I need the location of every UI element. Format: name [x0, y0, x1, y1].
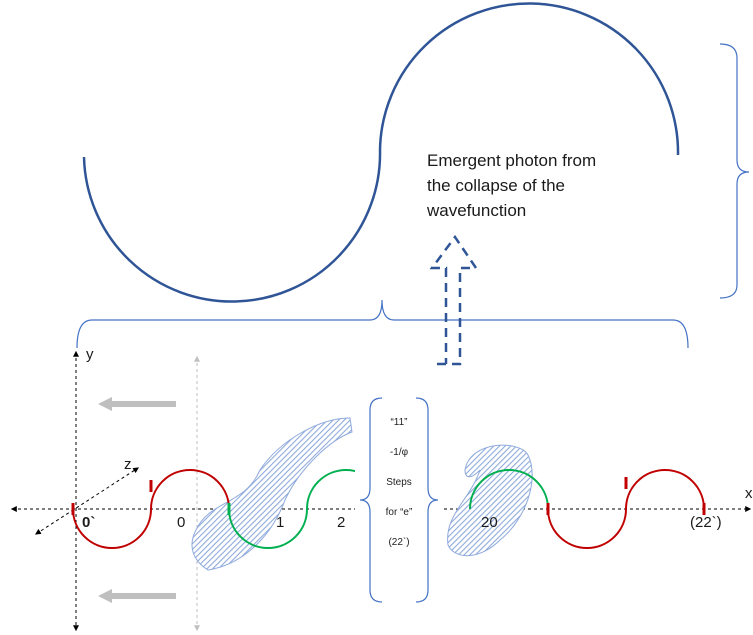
- x-axis-label: x: [745, 485, 753, 502]
- tick-zero: 0: [177, 514, 186, 531]
- wave-segment-7: [625, 469, 705, 510]
- hatched-twist-left: [191, 417, 353, 571]
- caption-line-2: the collapse of the: [427, 176, 565, 195]
- wave-segment-3: [228, 508, 308, 549]
- tick-twenty: 20: [481, 514, 498, 531]
- tick-one: 1: [276, 514, 285, 531]
- y-axis-label: y: [86, 346, 94, 363]
- wave-segment-6: [547, 508, 627, 549]
- emergence-arrow: [429, 234, 479, 366]
- left-shift-arrow-bottom: [98, 589, 176, 603]
- tick-origin: 0`: [82, 514, 96, 531]
- tick-end: (22`): [690, 514, 722, 531]
- photon-caption: Emergent photon from the collapse of the…: [427, 148, 667, 223]
- z-axis-label: z: [124, 456, 132, 473]
- hatched-twist-right: [447, 444, 533, 557]
- steps-line-3: Steps: [386, 477, 412, 488]
- photon-wave-curve: [82, 2, 680, 303]
- steps-line-1: “11”: [390, 417, 408, 428]
- caption-line-1: Emergent photon from: [427, 151, 597, 170]
- wave-top-brace: [76, 299, 689, 349]
- steps-right-brace: [415, 397, 439, 603]
- tick-two: 2: [337, 514, 346, 531]
- wave-segment-1: [72, 508, 152, 549]
- steps-line-5: (22`): [388, 537, 410, 548]
- wave-segment-5: [469, 469, 549, 510]
- wave-segment-2: [150, 469, 230, 510]
- steps-panel-bg: [355, 398, 441, 604]
- z-axis: [34, 467, 140, 535]
- caption-line-3: wavefunction: [427, 201, 527, 220]
- steps-line-2: -1/φ: [389, 447, 409, 458]
- steps-left-brace: [359, 397, 383, 603]
- photon-right-brace: [719, 43, 750, 299]
- steps-line-4: for “e”: [385, 507, 413, 518]
- left-shift-arrow-top: [98, 397, 176, 411]
- wave-joint-ticks: [71, 477, 706, 515]
- steps-box: “11” -1/φ Steps for “e” (22`): [372, 408, 426, 558]
